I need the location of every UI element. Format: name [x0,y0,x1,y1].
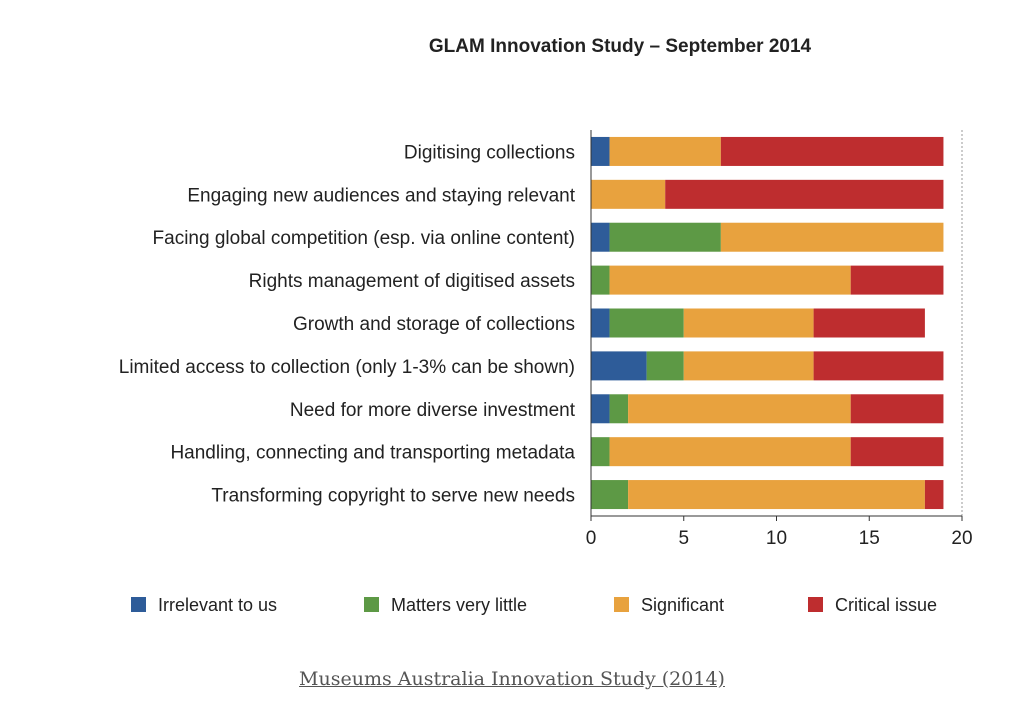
bar-6-series-4 [813,351,944,381]
bar-6-series-3 [683,351,814,381]
bar-4-series-4 [850,265,944,295]
bar-1-series-3 [609,136,721,166]
bar-5-series-4 [813,308,925,338]
category-label: Growth and storage of collections [293,314,575,335]
legend-label: Critical issue [835,595,937,615]
bar-1-series-4 [720,136,944,166]
category-label: Handling, connecting and transporting me… [170,443,575,464]
legend-swatch [364,597,379,612]
bar-7-series-3 [628,394,851,424]
bar-8-series-4 [850,437,944,467]
plot-area: Digitising collections Engaging new audie… [119,130,973,549]
bar-3-series-2 [609,222,721,252]
x-tick-label: 20 [951,528,972,549]
bar-3-series-3 [720,222,944,252]
category-label: Transforming copyright to serve new need… [211,486,575,507]
bar-5-series-1 [591,308,610,338]
category-label: Limited access to collection (only 1-3% … [119,357,575,378]
bar-2-series-3 [591,179,666,209]
bar-4-series-3 [609,265,851,295]
legend-label: Irrelevant to us [158,595,277,615]
category-label: Digitising collections [404,142,575,163]
legend-swatch [614,597,629,612]
bar-4-series-2 [591,265,610,295]
bar-5-series-2 [609,308,684,338]
category-label: Facing global competition (esp. via onli… [153,228,575,249]
caption: Museums Australia Innovation Study (2014… [0,668,1024,690]
category-label: Need for more diverse investment [290,400,576,421]
bar-6-series-1 [591,351,647,381]
caption-link[interactable]: Museums Australia Innovation Study (2014… [299,668,725,690]
chart: GLAM Innovation Study – September 2014 D… [119,36,973,615]
category-label: Engaging new audiences and staying relev… [187,185,575,206]
x-tick-label: 15 [859,528,880,549]
bar-8-series-3 [609,437,851,467]
bar-6-series-2 [646,351,684,381]
bar-3-series-1 [591,222,610,252]
bar-7-series-2 [609,394,629,424]
legend-swatch [808,597,823,612]
x-tick-label: 5 [678,528,689,549]
legend-label: Matters very little [391,595,527,615]
legend-swatch [131,597,146,612]
bar-9-series-4 [924,480,944,510]
x-tick-label: 10 [766,528,787,549]
chart-title: GLAM Innovation Study – September 2014 [429,36,812,57]
bar-5-series-3 [683,308,814,338]
bar-9-series-3 [628,480,925,510]
x-tick-label: 0 [586,528,597,549]
legend: Irrelevant to us Matters very little Signi… [131,595,937,615]
bar-2-series-4 [665,179,944,209]
category-label: Rights management of digitised assets [249,271,575,292]
bar-7-series-4 [850,394,944,424]
bar-7-series-1 [591,394,610,424]
bar-8-series-2 [591,437,610,467]
legend-label: Significant [641,595,724,615]
bar-1-series-1 [591,136,610,166]
bar-9-series-2 [591,480,629,510]
